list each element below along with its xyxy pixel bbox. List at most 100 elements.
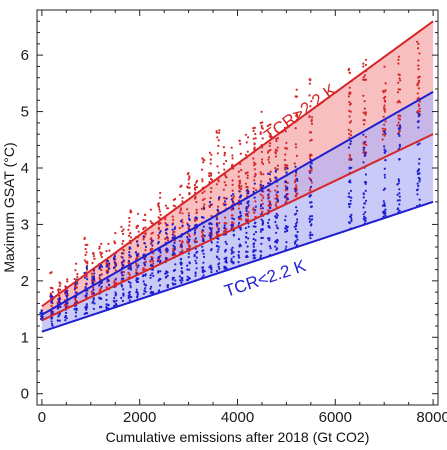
blue-data-point xyxy=(418,180,421,183)
red-data-point xyxy=(222,162,225,165)
blue-data-point xyxy=(210,241,213,244)
blue-data-point xyxy=(188,218,191,222)
red-data-point xyxy=(308,82,311,85)
blue-data-point xyxy=(194,237,197,240)
red-data-point xyxy=(260,180,263,183)
red-data-point xyxy=(418,52,421,55)
red-data-point xyxy=(84,243,87,247)
blue-data-point xyxy=(202,237,205,241)
blue-data-point xyxy=(276,227,279,230)
red-data-point xyxy=(173,230,176,233)
blue-data-point xyxy=(267,172,270,175)
blue-data-point xyxy=(195,256,198,259)
blue-data-point xyxy=(350,218,353,221)
red-data-point xyxy=(57,288,60,291)
blue-data-point xyxy=(85,267,88,270)
blue-data-point xyxy=(262,184,265,187)
blue-data-point xyxy=(275,231,278,234)
red-data-point xyxy=(231,179,234,182)
blue-data-point xyxy=(92,288,95,291)
red-data-point xyxy=(276,137,279,140)
blue-data-point xyxy=(363,146,366,149)
red-data-point xyxy=(164,237,167,240)
blue-data-point xyxy=(245,209,248,212)
blue-data-point xyxy=(348,205,351,208)
blue-data-point xyxy=(64,319,67,322)
red-data-point xyxy=(196,179,199,182)
red-data-point xyxy=(364,63,367,67)
red-data-point xyxy=(362,94,365,97)
red-data-point xyxy=(231,154,234,157)
red-data-point xyxy=(92,255,95,258)
blue-data-point xyxy=(232,193,235,196)
blue-data-point xyxy=(136,296,139,299)
red-data-point xyxy=(252,187,255,190)
blue-data-point xyxy=(348,222,351,225)
blue-data-point xyxy=(286,198,289,201)
red-data-point xyxy=(259,132,262,135)
blue-data-point xyxy=(284,230,287,233)
blue-data-point xyxy=(136,243,139,246)
blue-data-point xyxy=(398,195,401,198)
blue-data-point xyxy=(244,235,248,238)
blue-data-point xyxy=(267,197,270,200)
blue-data-point xyxy=(252,245,255,248)
tick-marks: 0 2000 4000 6000 8000 0 1 2 3 4 5 6 xyxy=(21,10,447,426)
red-data-point xyxy=(186,185,189,188)
blue-data-point xyxy=(254,225,257,228)
red-data-point xyxy=(76,275,79,279)
blue-data-point xyxy=(173,241,176,244)
blue-data-point xyxy=(210,271,213,274)
red-data-point xyxy=(396,124,399,127)
red-lower-line xyxy=(41,133,434,322)
blue-data-point xyxy=(246,188,249,191)
red-data-point xyxy=(144,232,147,235)
red-data-point xyxy=(64,292,67,295)
blue-data-point xyxy=(225,267,228,270)
blue-data-point xyxy=(105,298,108,302)
red-data-point xyxy=(223,229,226,232)
blue-data-point xyxy=(193,255,196,258)
red-data-point xyxy=(144,219,147,222)
blue-data-point xyxy=(73,287,77,290)
red-data-point xyxy=(295,184,298,187)
blue-data-point xyxy=(224,249,227,252)
blue-data-point xyxy=(261,219,264,223)
red-data-point xyxy=(91,290,94,293)
blue-data-point xyxy=(156,260,159,263)
blue-data-point xyxy=(58,319,62,322)
red-data-point xyxy=(194,195,197,198)
blue-data-point xyxy=(286,229,289,232)
blue-data-point xyxy=(173,227,176,230)
red-data-point xyxy=(225,159,228,163)
blue-data-point xyxy=(100,265,104,268)
blue-data-point xyxy=(383,173,386,176)
red-data-point xyxy=(309,78,312,81)
blue-data-point xyxy=(293,213,297,216)
blue-data-point xyxy=(252,225,255,228)
blue-data-point xyxy=(293,225,296,228)
blue-data-point xyxy=(239,194,242,197)
red-data-point xyxy=(269,170,272,173)
red-data-point xyxy=(286,164,289,167)
blue-data-point xyxy=(396,207,400,210)
blue-data-point xyxy=(179,258,182,261)
red-data-point xyxy=(364,58,368,61)
blue-data-point xyxy=(415,189,419,192)
red-data-point xyxy=(181,200,184,203)
blue-data-point xyxy=(209,228,212,231)
blue-data-point xyxy=(269,247,272,250)
blue-data-point xyxy=(157,256,160,259)
blue-data-point xyxy=(166,248,169,251)
blue-data-point xyxy=(187,256,190,259)
blue-data-point xyxy=(230,252,233,255)
red-data-point xyxy=(294,146,298,149)
blue-lower-line xyxy=(41,200,434,333)
red-data-point xyxy=(120,225,123,228)
blue-data-point xyxy=(309,205,313,208)
red-data-point xyxy=(50,286,53,289)
red-data-point xyxy=(283,158,287,162)
red-data-point xyxy=(56,301,59,304)
red-data-point xyxy=(347,95,350,98)
red-data-point xyxy=(364,112,367,115)
